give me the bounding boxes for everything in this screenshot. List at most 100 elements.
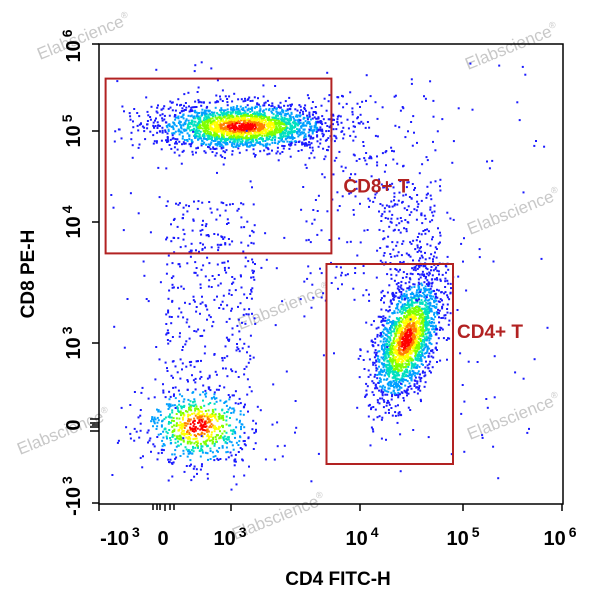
event-dot bbox=[207, 137, 210, 140]
event-dot bbox=[233, 464, 236, 467]
event-dot bbox=[266, 99, 269, 102]
event-dot bbox=[392, 345, 394, 347]
event-dot bbox=[271, 141, 274, 144]
event-dot bbox=[376, 335, 379, 338]
event-dot bbox=[249, 132, 252, 135]
event-dot bbox=[216, 112, 219, 115]
event-dot bbox=[251, 138, 254, 141]
event-dot bbox=[269, 123, 272, 125]
event-dot bbox=[147, 114, 150, 117]
event-dot bbox=[395, 338, 398, 341]
event-dot bbox=[395, 393, 398, 396]
event-dot bbox=[428, 370, 431, 373]
event-dot bbox=[371, 344, 374, 347]
event-dot bbox=[138, 436, 141, 439]
event-dot bbox=[303, 128, 306, 131]
event-dot bbox=[209, 424, 212, 427]
event-dot bbox=[250, 141, 252, 144]
event-dot bbox=[315, 131, 318, 133]
event-dot bbox=[189, 451, 192, 453]
event-dot bbox=[244, 97, 246, 100]
event-dot bbox=[394, 375, 397, 378]
event-dot bbox=[176, 407, 179, 410]
event-dot bbox=[217, 141, 220, 144]
event-dot bbox=[289, 155, 292, 158]
event-dot bbox=[365, 389, 368, 392]
event-dot bbox=[386, 364, 388, 367]
event-dot bbox=[242, 137, 245, 140]
event-dot bbox=[417, 359, 420, 362]
event-dot bbox=[375, 351, 378, 354]
event-dot bbox=[235, 145, 237, 148]
event-dot bbox=[441, 316, 444, 319]
event-dot bbox=[262, 119, 265, 122]
event-dot bbox=[253, 123, 256, 126]
event-dot bbox=[367, 375, 370, 378]
event-dot bbox=[425, 296, 428, 299]
event-dot bbox=[275, 115, 278, 118]
event-dot bbox=[432, 318, 435, 321]
event-dot bbox=[240, 115, 242, 118]
event-dot bbox=[193, 434, 196, 437]
event-dot bbox=[291, 125, 294, 128]
event-dot bbox=[172, 219, 175, 221]
event-dot bbox=[416, 392, 419, 395]
event-dot bbox=[254, 155, 256, 158]
event-dot bbox=[315, 112, 318, 115]
event-dot bbox=[252, 136, 255, 139]
event-dot bbox=[242, 406, 245, 409]
event-dot bbox=[407, 313, 410, 316]
event-dot bbox=[246, 98, 249, 101]
event-dot bbox=[229, 117, 232, 120]
event-dot bbox=[313, 129, 316, 132]
event-dot bbox=[381, 386, 384, 389]
event-dot bbox=[268, 107, 271, 110]
event-dot bbox=[419, 330, 422, 333]
event-dot bbox=[303, 106, 306, 109]
event-dot bbox=[258, 123, 261, 126]
event-dot bbox=[189, 434, 192, 437]
event-dot bbox=[310, 127, 313, 130]
event-dot bbox=[222, 150, 225, 153]
event-dot bbox=[395, 325, 398, 328]
event-dot bbox=[218, 412, 221, 415]
event-dot bbox=[227, 260, 229, 263]
event-dot bbox=[264, 458, 267, 461]
event-dot bbox=[410, 376, 413, 379]
event-dot bbox=[172, 128, 175, 131]
event-dot bbox=[380, 373, 383, 376]
event-dot bbox=[367, 404, 370, 407]
event-dot bbox=[374, 341, 377, 344]
event-dot bbox=[194, 446, 197, 449]
event-dot bbox=[178, 400, 181, 403]
event-dot bbox=[157, 410, 160, 413]
event-dot bbox=[276, 146, 279, 149]
event-dot bbox=[423, 341, 426, 343]
event-dot bbox=[155, 141, 158, 144]
event-dot bbox=[193, 475, 196, 478]
event-dot bbox=[223, 127, 226, 130]
event-dot bbox=[201, 108, 204, 111]
event-dot bbox=[233, 134, 235, 137]
event-dot bbox=[402, 260, 405, 263]
event-dot bbox=[194, 100, 197, 103]
event-dot bbox=[202, 384, 205, 387]
event-dot bbox=[424, 265, 427, 268]
event-dot bbox=[407, 181, 410, 184]
event-dot bbox=[428, 272, 431, 275]
event-dot bbox=[227, 132, 230, 135]
event-dot bbox=[203, 329, 206, 332]
event-dot bbox=[226, 223, 228, 225]
event-dot bbox=[286, 104, 289, 107]
event-dot bbox=[424, 304, 427, 307]
watermark-mark: ® bbox=[547, 19, 557, 31]
event-dot bbox=[399, 433, 402, 436]
event-dot bbox=[199, 125, 202, 128]
event-dot bbox=[139, 422, 142, 425]
event-dot bbox=[190, 139, 193, 142]
event-dot bbox=[427, 305, 429, 308]
event-dot bbox=[298, 118, 300, 121]
event-dot bbox=[431, 305, 434, 308]
event-dot bbox=[203, 112, 206, 115]
event-dot bbox=[169, 421, 172, 424]
